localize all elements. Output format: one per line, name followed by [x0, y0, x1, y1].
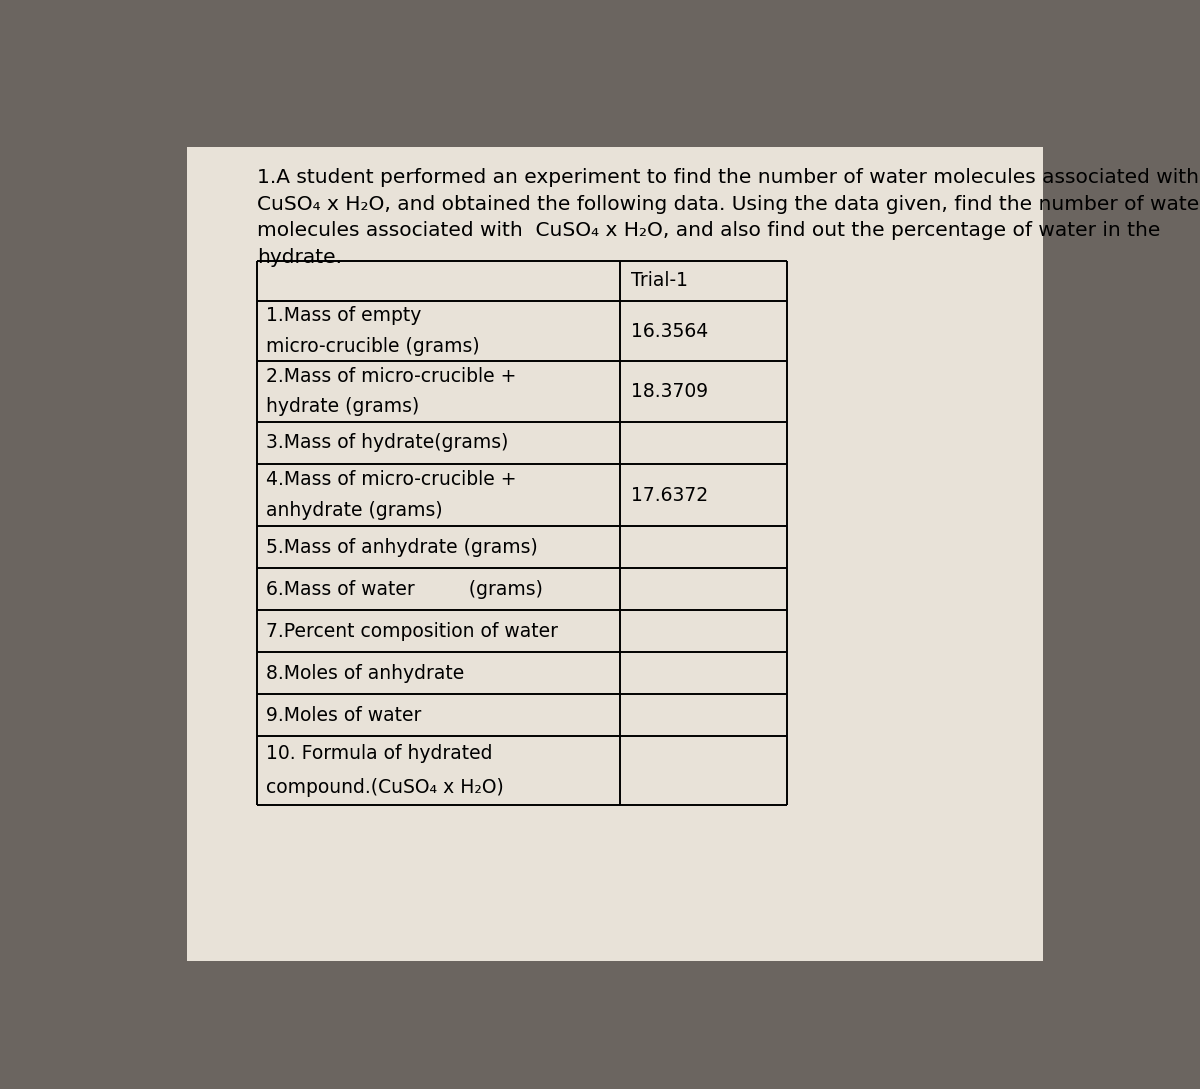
Text: 10. Formula of hydrated: 10. Formula of hydrated	[266, 744, 493, 762]
Text: 1.A student performed an experiment to find the number of water molecules associ: 1.A student performed an experiment to f…	[257, 169, 1200, 267]
Text: 3.Mass of hydrate(grams): 3.Mass of hydrate(grams)	[266, 433, 509, 452]
Text: 4.Mass of micro-crucible +: 4.Mass of micro-crucible +	[266, 469, 517, 489]
Text: 18.3709: 18.3709	[631, 382, 708, 401]
Text: 17.6372: 17.6372	[631, 486, 708, 504]
Text: anhydrate (grams): anhydrate (grams)	[266, 501, 443, 521]
FancyBboxPatch shape	[187, 147, 1043, 960]
Text: compound.(CuSO₄ x H₂O): compound.(CuSO₄ x H₂O)	[266, 779, 504, 797]
Text: 16.3564: 16.3564	[631, 321, 708, 341]
Text: 8.Moles of anhydrate: 8.Moles of anhydrate	[266, 663, 464, 683]
Text: 9.Moles of water: 9.Moles of water	[266, 706, 421, 724]
Text: hydrate (grams): hydrate (grams)	[266, 397, 420, 416]
Text: 2.Mass of micro-crucible +: 2.Mass of micro-crucible +	[266, 367, 517, 386]
Text: 5.Mass of anhydrate (grams): 5.Mass of anhydrate (grams)	[266, 538, 538, 556]
Text: 6.Mass of water         (grams): 6.Mass of water (grams)	[266, 579, 544, 599]
Text: 1.Mass of empty: 1.Mass of empty	[266, 306, 421, 326]
Text: Trial-1: Trial-1	[631, 271, 688, 291]
Text: micro-crucible (grams): micro-crucible (grams)	[266, 337, 480, 356]
Text: 7.Percent composition of water: 7.Percent composition of water	[266, 622, 558, 640]
